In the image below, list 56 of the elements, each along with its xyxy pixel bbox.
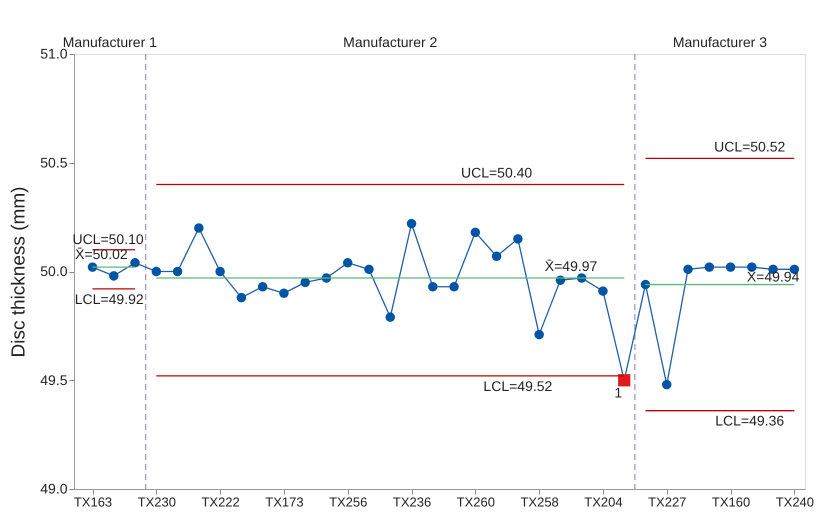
text: Manufacturer 3	[672, 34, 768, 50]
point	[279, 288, 289, 298]
x-tick-label: TX256	[329, 494, 368, 510]
point	[406, 218, 416, 228]
annotation: UCL=50.40	[460, 164, 532, 180]
point	[704, 262, 714, 272]
annotation: LCL=49.92	[74, 290, 144, 307]
point	[428, 282, 438, 292]
point	[470, 228, 480, 238]
x-tick-label: TX240	[776, 494, 814, 510]
x-tick-label: TX227	[648, 494, 686, 510]
text: Manufacturer 2	[343, 34, 438, 50]
y-tick-label: 49.5	[40, 372, 68, 388]
y-tick-label: 50.5	[40, 154, 68, 170]
point	[683, 264, 693, 274]
point	[662, 380, 672, 390]
x-tick-label: TX236	[392, 494, 432, 510]
point	[109, 271, 119, 281]
point	[152, 266, 162, 276]
point	[215, 266, 225, 276]
annotation: UCL=50.10	[72, 230, 144, 247]
point	[640, 280, 650, 290]
y-tick-label: 50.0	[40, 263, 68, 279]
point	[194, 223, 204, 233]
annotation: LCL=49.36	[715, 412, 784, 429]
point	[342, 258, 352, 268]
x-tick-label: TX204	[584, 494, 623, 510]
x-tick-label: TX230	[138, 494, 176, 510]
annotation: X̄=49.97	[544, 258, 598, 274]
x-tick-label: TX160	[712, 494, 750, 510]
annotation: X̄=50.02	[75, 246, 128, 262]
point	[258, 282, 268, 292]
point	[492, 252, 502, 262]
annotation: LCL=49.52	[483, 378, 553, 394]
annotation: UCL=50.52	[714, 138, 786, 154]
point	[513, 234, 523, 244]
point	[598, 286, 608, 296]
x-tick-label: TX222	[201, 494, 240, 510]
point	[726, 262, 736, 272]
x-tick-label: TX173	[265, 494, 304, 510]
point	[386, 312, 396, 322]
x-tick-label: TX260	[456, 494, 495, 510]
point	[618, 374, 630, 386]
point	[534, 330, 544, 340]
point	[364, 264, 374, 274]
annotation: 1	[614, 384, 622, 400]
x-tick-label: TX258	[520, 494, 559, 510]
point	[130, 258, 140, 268]
point	[449, 282, 459, 292]
y-tick-label: 49.0	[40, 480, 68, 496]
point	[172, 266, 182, 276]
x-tick-label: TX163	[74, 494, 112, 510]
annotation: X̄=49.94	[746, 268, 800, 285]
point	[236, 292, 246, 302]
point	[300, 278, 310, 288]
y-axis-title: Disc thickness (mm)	[8, 186, 30, 358]
